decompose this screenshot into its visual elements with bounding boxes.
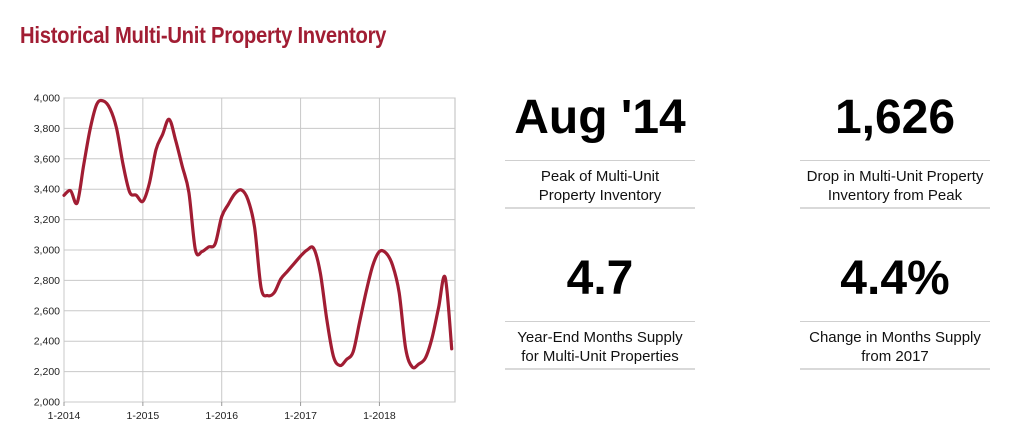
y-tick-label: 4,000 — [34, 93, 60, 105]
y-tick-label: 3,600 — [34, 153, 60, 165]
stat-drop-label: Drop in Multi-Unit Property Inventory fr… — [800, 161, 990, 207]
stat-label-line: for Multi-Unit Properties — [521, 348, 679, 365]
x-tick-label: 1-2017 — [284, 410, 317, 422]
divider — [505, 160, 695, 161]
chart-grid — [63, 97, 456, 403]
x-tick-label: 1-2015 — [127, 410, 160, 422]
stat-label-line: Peak of Multi-Unit — [540, 168, 660, 185]
x-tick-label: 1-2018 — [363, 410, 396, 422]
x-tick-label: 1-2014 — [48, 410, 81, 422]
stat-label-line: from 2017 — [861, 348, 929, 365]
y-tick-label: 2,800 — [34, 275, 60, 287]
x-tick-label: 1-2016 — [205, 410, 238, 422]
divider — [800, 321, 990, 322]
stat-months-supply: 4.7 Year-End Months Supply for Multi-Uni… — [505, 251, 695, 370]
page-title: Historical Multi-Unit Property Inventory — [20, 22, 387, 48]
stat-drop: 1,626 Drop in Multi-Unit Property Invent… — [800, 90, 990, 209]
inventory-line-chart: 2,000 2,200 2,400 2,600 2,800 3,000 3,200 3,400… — [34, 93, 456, 422]
stat-label-line: Drop in Multi-Unit Property — [806, 168, 984, 185]
stat-peak-value: Aug '14 — [514, 91, 686, 144]
series-line — [62, 98, 454, 370]
stat-label-line: Property Inventory — [538, 187, 662, 204]
x-axis: 1-2014 1-2015 1-2016 1-2017 1-2018 — [48, 402, 396, 422]
divider — [800, 160, 990, 161]
stat-supply-change-value: 4.4% — [840, 252, 950, 305]
y-axis: 2,000 2,200 2,400 2,600 2,800 3,000 3,200 3,400… — [34, 93, 60, 409]
y-tick-label: 3,200 — [34, 214, 60, 226]
stat-months-supply-value: 4.7 — [566, 252, 634, 305]
y-tick-label: 2,000 — [34, 397, 60, 409]
divider — [800, 368, 990, 370]
stat-peak-label: Peak of Multi-Unit Property Inventory — [505, 161, 695, 207]
stat-supply-change: 4.4% Change in Months Supply from 2017 — [800, 251, 990, 370]
stat-supply-change-label: Change in Months Supply from 2017 — [800, 322, 990, 368]
divider — [800, 207, 990, 209]
y-tick-label: 3,000 — [34, 245, 60, 257]
divider — [505, 321, 695, 322]
stat-label-line: Year-End Months Supply — [517, 329, 683, 346]
y-tick-label: 2,600 — [34, 305, 60, 317]
y-tick-label: 2,200 — [34, 366, 60, 378]
stat-label-line: Inventory from Peak — [827, 187, 963, 204]
plot-area — [62, 98, 454, 370]
stat-drop-value: 1,626 — [834, 91, 956, 144]
divider — [505, 207, 695, 209]
divider — [505, 368, 695, 370]
y-tick-label: 2,400 — [34, 336, 60, 348]
y-tick-label: 3,400 — [34, 184, 60, 196]
y-tick-label: 3,800 — [34, 123, 60, 135]
stat-peak: Aug '14 Peak of Multi-Unit Property Inve… — [505, 90, 695, 209]
stat-label-line: Change in Months Supply — [809, 329, 981, 346]
stat-months-supply-label: Year-End Months Supply for Multi-Unit Pr… — [505, 322, 695, 368]
